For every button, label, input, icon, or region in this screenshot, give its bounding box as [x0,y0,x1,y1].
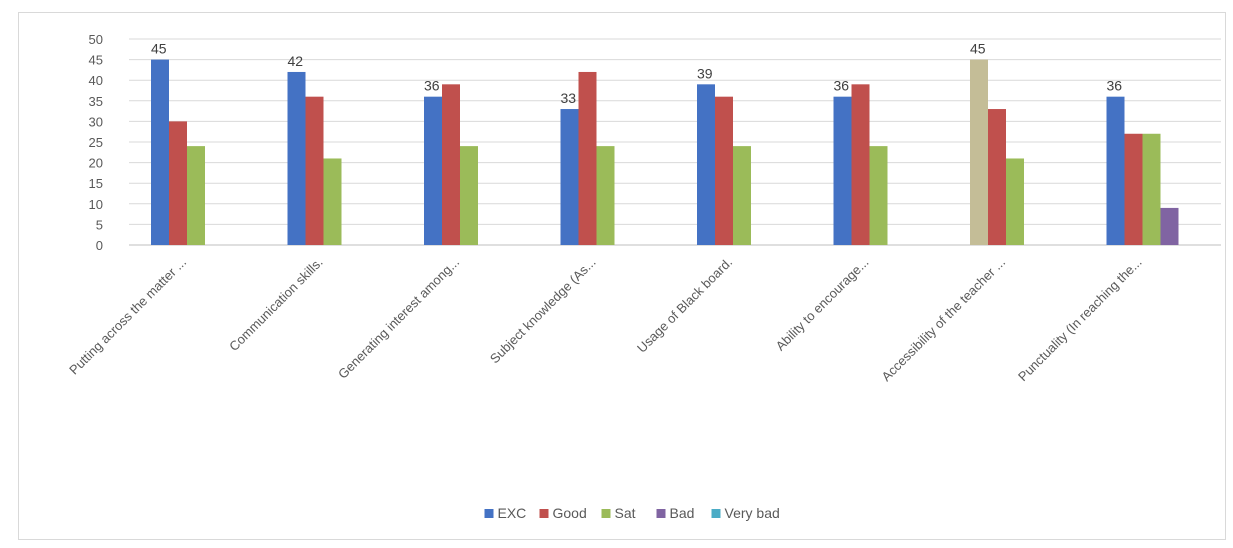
data-label: 45 [151,41,167,57]
x-category-label: Generating interest among... [335,255,462,382]
bar-good [305,96,324,246]
bar-bad [1160,207,1179,245]
bar-exc [833,96,852,246]
legend-label: Bad [670,505,695,521]
x-category-label: Usage of Black board. [634,255,735,356]
x-category-label: Punctuality (In reaching the... [1015,255,1145,385]
bar-sat [1142,133,1161,245]
data-label: 36 [1107,78,1123,94]
y-tick-label: 35 [89,94,103,109]
bar-good [442,84,460,245]
legend-swatch-good [539,509,549,518]
bar-sat [869,146,888,245]
y-tick-label: 10 [89,197,103,212]
bar-exc [151,59,169,245]
legend-label: EXC [498,505,527,521]
y-tick-label: 20 [89,156,103,171]
y-tick-label: 30 [89,114,103,129]
data-labels: 45 42 36 33 39 36 45 36 [151,41,1122,106]
y-tick-label: 15 [89,176,103,191]
legend-label: Good [553,505,587,521]
data-label: 33 [561,90,577,106]
y-tick-label: 0 [96,238,103,253]
bar-sat [460,146,478,245]
bar-sat [596,146,615,245]
x-category-label: Ability to encourage... [773,255,872,354]
bar-good [169,121,187,245]
bar-exc [287,71,306,246]
bar-sat [733,146,751,245]
bar-good [578,71,597,246]
bar-chart: 0 5 10 15 20 25 30 35 40 45 50 45 42 36 33 39 36 45 36 Pu… [66,32,1221,521]
x-category-label: Putting across the matter ... [66,255,189,378]
bar-sat [187,146,205,245]
legend-swatch-exc [484,509,494,518]
bar-exc [697,84,715,245]
bar-exc [970,59,988,245]
data-label: 36 [834,78,850,94]
bar-exc [1106,96,1125,246]
legend-swatch-very-bad [711,509,721,518]
chart-frame: 0 5 10 15 20 25 30 35 40 45 50 45 42 36 33 39 36 45 36 Pu… [18,12,1226,540]
legend-swatch-sat [601,509,611,518]
y-tick-label: 25 [89,135,103,150]
bars [151,59,1179,246]
bar-sat [323,158,342,245]
bar-sat [1006,158,1024,245]
bar-good [715,96,733,246]
data-label: 36 [424,78,440,94]
x-category-label: Communication skills. [226,255,325,354]
data-label: 39 [697,65,713,81]
y-tick-label: 50 [89,32,103,47]
data-label: 45 [970,41,986,57]
bar-exc [424,96,442,246]
legend: EXC Good Sat Bad Very bad [484,505,780,521]
y-tick-label: 40 [89,73,103,88]
y-tick-label: 45 [89,53,103,68]
legend-label: Sat [615,505,636,521]
bar-good [1124,133,1143,245]
y-axis-ticks: 0 5 10 15 20 25 30 35 40 45 50 [89,32,103,253]
legend-swatch-bad [656,509,666,518]
x-category-label: Accessibility of the teacher ... [878,255,1008,385]
legend-label: Very bad [725,505,780,521]
bar-good [851,84,870,245]
data-label: 42 [288,53,304,69]
bar-exc [560,109,579,245]
y-tick-label: 5 [96,217,103,232]
x-axis-categories: Putting across the matter ... Communicati… [66,255,1145,385]
x-category-label: Subject knowledge (As... [487,255,599,367]
bar-good [988,109,1006,245]
